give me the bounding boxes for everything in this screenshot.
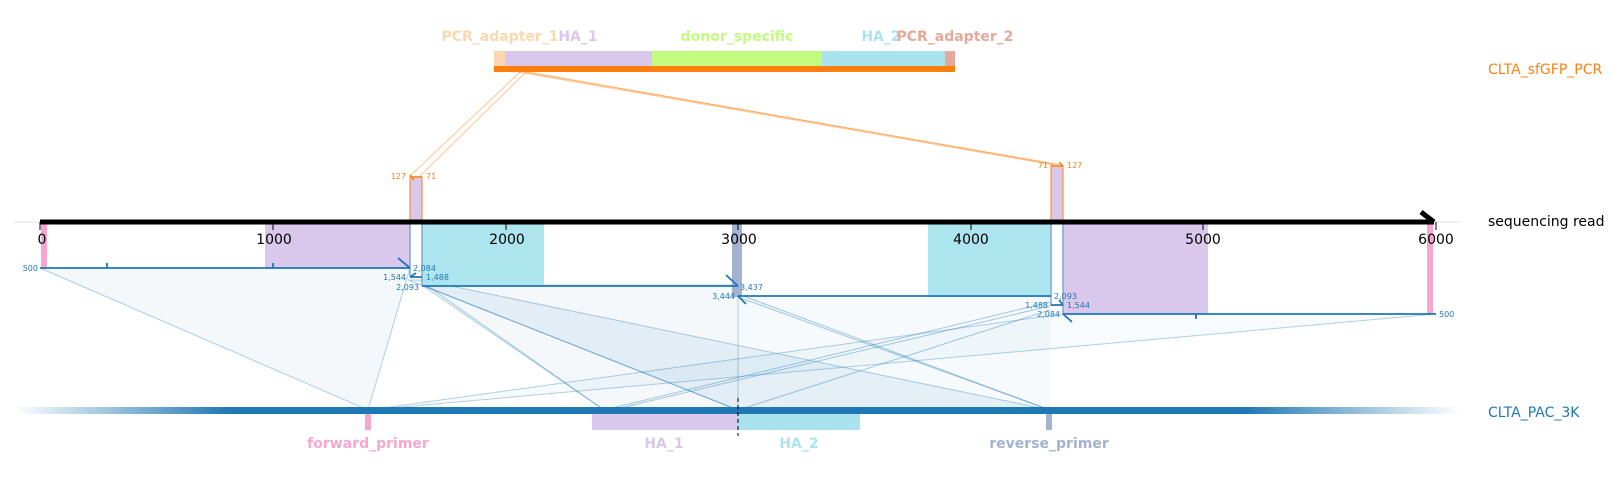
aln-num-r3-end: 3,437 — [740, 283, 763, 292]
pcr-adapter-1-block — [494, 51, 505, 66]
pcr-track-bar — [494, 66, 955, 72]
alignment-fans — [39, 267, 1437, 411]
insert-left-num-b: 71 — [426, 172, 436, 181]
aln-num-r2-end: 1,488 — [426, 273, 449, 282]
aln-num-r3-start: 2,093 — [396, 283, 419, 292]
aln-num-r6-start: 2,084 — [1037, 310, 1060, 319]
pcr-label-ha-2: HA_2 — [861, 29, 900, 45]
insert-right — [1050, 165, 1064, 223]
ref-label-ha-1: HA_1 — [644, 436, 683, 452]
axis-tick-6000: 6000 — [1418, 232, 1454, 248]
aln-num-r5-start: 1,488 — [1025, 301, 1048, 310]
ref-reverse-primer-block — [1046, 414, 1052, 430]
read-primer-left — [41, 222, 47, 269]
read-ha-1-right — [1063, 222, 1208, 314]
pcr-ha-1-block — [505, 51, 652, 66]
read-ha-2-right — [928, 222, 1051, 297]
axis-tick-1000: 1000 — [256, 232, 292, 248]
read-track-label: sequencing read — [1488, 214, 1604, 230]
pcr-label-donor-specific: donor_specific — [681, 29, 794, 45]
aln-num-r4-start: 3,444 — [712, 292, 735, 301]
insert-right-num-b: 127 — [1067, 161, 1082, 170]
aln-num-r1: 500 — [23, 264, 38, 273]
aln-num-r1-end: 2,084 — [413, 264, 436, 273]
insert-right-arrow — [1051, 161, 1064, 167]
read-rev-primer-mid — [732, 222, 742, 297]
ref-forward-primer-block — [365, 414, 371, 430]
aln-num-r5-end: 1,544 — [1067, 301, 1090, 310]
pcr-to-read-connectors — [409, 71, 1063, 177]
reference-track — [14, 398, 1460, 436]
axis-tick-0: 0 — [38, 232, 47, 248]
insert-right-num-a: 71 — [1038, 161, 1048, 170]
pcr-label-ha-1: HA_1 — [558, 29, 597, 45]
insert-left-num-a: 127 — [391, 172, 406, 181]
ref-ha-2-block — [738, 414, 860, 430]
alignment-segments — [40, 257, 1436, 323]
read-features — [41, 165, 1433, 314]
ref-label-reverse-primer: reverse_primer — [989, 436, 1109, 452]
aln-num-r6-end: 500 — [1439, 310, 1454, 319]
reference-track-label: CLTA_PAC_3K — [1488, 405, 1580, 421]
ref-label-ha-2: HA_2 — [779, 436, 818, 452]
axis-tick-4000: 4000 — [953, 232, 989, 248]
aln-num-r4-end: 2,093 — [1054, 292, 1077, 301]
insert-left — [409, 176, 423, 223]
read-axis — [14, 210, 1460, 230]
axis-tick-2000: 2000 — [489, 232, 525, 248]
pcr-donor-specific-block — [652, 51, 822, 66]
pcr-track-label: CLTA_sfGFP_PCR — [1488, 62, 1602, 78]
axis-tick-5000: 5000 — [1185, 232, 1221, 248]
insert-left-arrow — [409, 174, 422, 181]
read-ha-1-left — [265, 222, 410, 269]
pcr-adapter-2-block — [945, 51, 955, 66]
pcr-label-adapter-2: PCR_adapter_2 — [896, 29, 1013, 45]
pcr-label-adapter-1: PCR_adapter_1 — [441, 29, 558, 45]
axis-tick-3000: 3000 — [721, 232, 757, 248]
read-primer-right — [1427, 222, 1433, 314]
reference-bar — [14, 407, 1460, 414]
aln-num-r2-start: 1,544 — [383, 273, 406, 282]
ref-ha-1-block — [592, 414, 738, 430]
read-ha-2-left — [422, 222, 544, 285]
ref-label-forward-primer: forward_primer — [307, 436, 429, 452]
pcr-product — [494, 51, 955, 72]
pcr-ha-2-block — [822, 51, 945, 66]
